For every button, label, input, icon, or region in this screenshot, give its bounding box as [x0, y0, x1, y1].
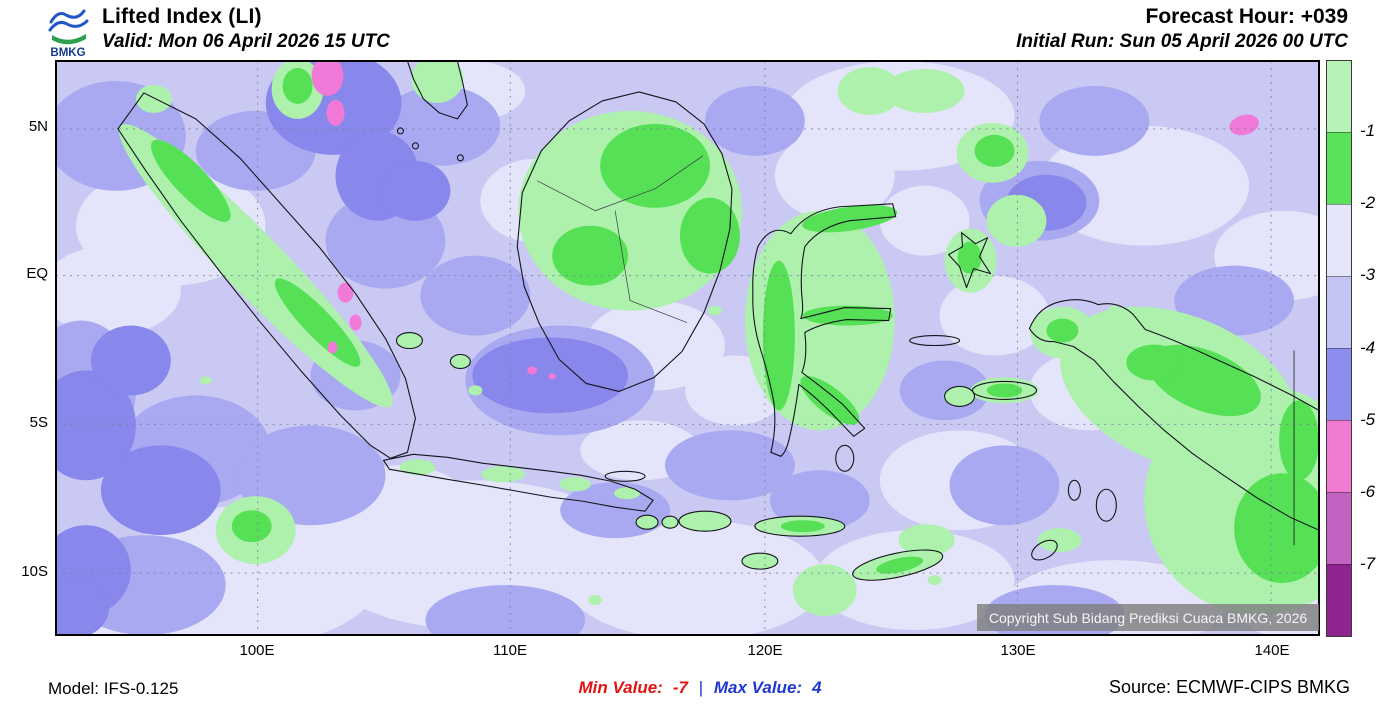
colorbar-label: -4 — [1360, 337, 1376, 357]
coastlines — [117, 61, 1319, 581]
x-axis-label: 140E — [1254, 642, 1290, 659]
colorbar — [1326, 60, 1352, 637]
forecast-hour-label: Forecast Hour: +039 — [1145, 5, 1349, 28]
minmax-values: Min Value: -7 | Max Value: 4 — [0, 678, 1400, 698]
gridlines — [56, 61, 1319, 635]
source-label: Source: ECMWF-CIPS BMKG — [1108, 677, 1350, 697]
colorbar-segment — [1327, 564, 1351, 636]
colorbar-label: -1 — [1360, 121, 1376, 141]
bmkg-logo: BMKG — [44, 2, 98, 59]
colorbar-label: -2 — [1360, 193, 1376, 213]
y-axis-label: EQ — [26, 265, 48, 282]
x-axis-label: 120E — [747, 642, 783, 659]
min-value: -7 — [672, 678, 688, 697]
max-value: 4 — [812, 678, 822, 697]
x-axis-label: 130E — [1000, 642, 1036, 659]
max-value-label: Max Value: — [713, 678, 803, 697]
bmkg-logo-graphic: BMKG — [48, 9, 89, 59]
colorbar-label: -7 — [1360, 553, 1376, 573]
contour-fill-dark — [56, 61, 1087, 635]
weather-map — [56, 61, 1319, 635]
valid-time-label: Valid: Mon 06 April 2026 15 UTC — [102, 31, 390, 52]
colorbar-segment — [1327, 348, 1351, 420]
model-label: Model: IFS-0.125 — [48, 679, 179, 698]
copyright-overlay: Copyright Sub Bidang Prediksi Cuaca BMKG… — [977, 604, 1319, 631]
map-border — [56, 61, 1319, 635]
y-axis-label: 5N — [28, 118, 48, 135]
colorbar-segment — [1327, 276, 1351, 348]
page-title: Lifted Index (LI) — [102, 5, 262, 28]
contour-fill-pink — [311, 61, 1259, 380]
bmkg-logo-text: BMKG — [50, 47, 85, 58]
colorbar-label: -6 — [1360, 481, 1376, 501]
initial-run-label: Initial Run: Sun 05 April 2026 00 UTC — [1016, 31, 1348, 52]
colorbar-segment — [1327, 132, 1351, 204]
colorbar-segment — [1327, 61, 1351, 132]
colorbar-label: -3 — [1360, 265, 1376, 285]
colorbar-segment — [1327, 204, 1351, 276]
y-axis-label: 10S — [21, 563, 48, 580]
colorbar-segment — [1327, 420, 1351, 492]
x-axis-label: 100E — [239, 642, 275, 659]
y-axis-label: 5S — [29, 414, 48, 431]
min-value-label: Min Value: — [578, 678, 663, 697]
map-frame: Copyright Sub Bidang Prediksi Cuaca BMKG… — [55, 60, 1320, 636]
contour-fill-pale — [56, 61, 1319, 635]
minmax-separator: | — [698, 678, 704, 697]
x-axis-label: 110E — [493, 642, 527, 659]
colorbar-label: -5 — [1360, 409, 1376, 429]
contour-fill-bright-green — [150, 67, 1319, 584]
colorbar-segment — [1327, 492, 1351, 564]
